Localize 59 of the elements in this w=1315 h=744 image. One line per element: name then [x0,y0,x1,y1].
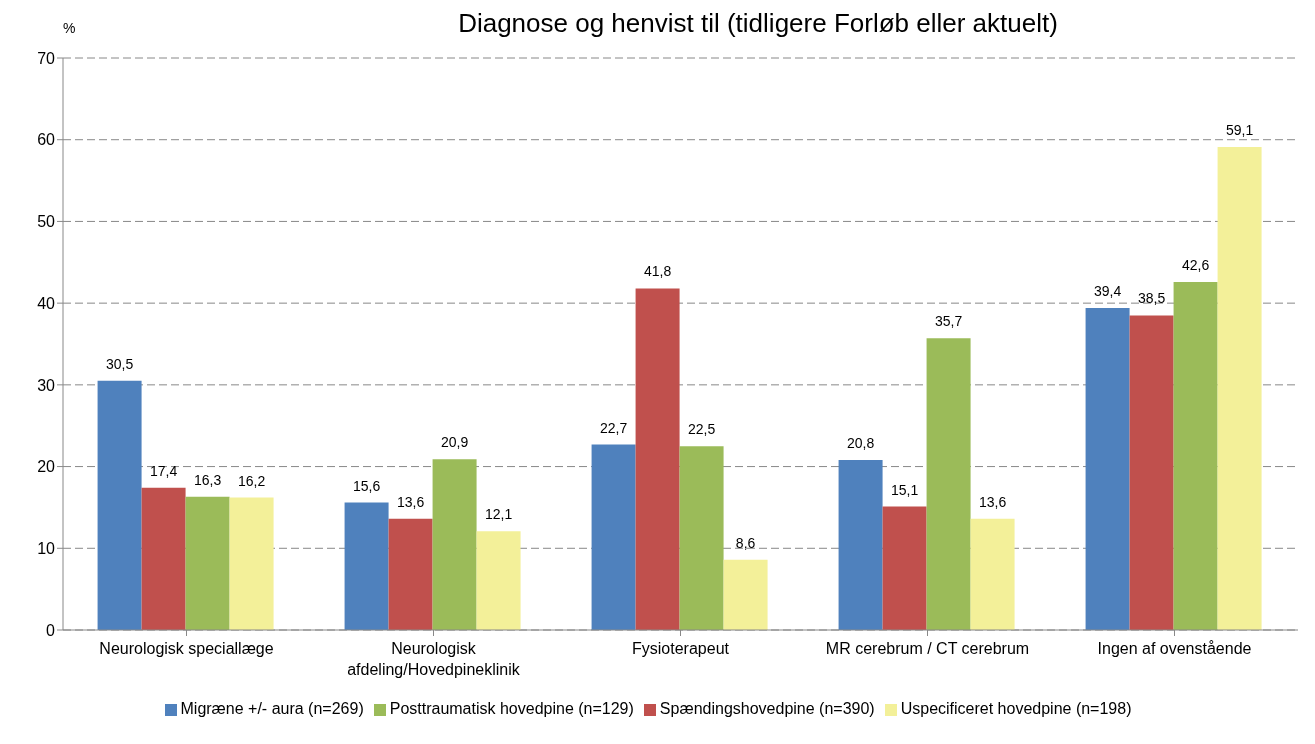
data-label: 20,9 [440,434,469,451]
data-label: 12,1 [484,506,513,523]
legend-label: Posttraumatisk hovedpine (n=129) [389,700,634,717]
legend-label: Migræne +/- aura (n=269) [180,700,364,717]
legend-label: Spændingshovedpine (n=390) [659,700,875,717]
bar [141,487,186,630]
data-label: 20,8 [846,435,875,452]
bar [838,460,883,630]
y-tick-label: 70 [37,49,56,67]
bar [229,497,274,630]
data-label: 42,6 [1181,256,1210,273]
bar [97,380,142,630]
data-label: 16,2 [237,472,266,489]
y-tick-label: 60 [37,131,56,149]
bar [432,459,477,630]
bar [679,446,724,630]
data-label: 38,5 [1137,290,1166,307]
data-label: 17,4 [149,462,178,479]
bar [723,559,768,630]
data-label: 15,1 [890,481,919,498]
x-tick-label: Ingen af ovenstående [1097,640,1252,657]
bar [344,502,389,630]
x-tick-label: Fysioterapeut [632,640,730,657]
x-tick-label: Neurologisk afdeling/Hovedpineklinik [347,640,521,678]
bar [1173,281,1218,630]
bar [1217,147,1262,630]
bar [970,518,1015,630]
data-label: 59,1 [1225,122,1254,139]
x-tick-label: MR cerebrum / CT cerebrum [825,640,1030,657]
data-label: 8,6 [735,534,756,551]
y-tick-label: 20 [37,458,56,476]
y-tick-label: 50 [37,213,56,231]
bar [1085,308,1130,630]
legend-label: Uspecificeret hovedpine (n=198) [900,700,1132,717]
bar [882,506,927,630]
y-tick-label: 0 [46,621,56,639]
chart-title: Diagnose og henvist til (tidligere Forløb eller aktuelt) [457,8,1059,39]
bar [185,496,230,630]
data-label: 22,7 [599,419,628,436]
bar [1129,315,1174,630]
y-tick-label: 30 [37,376,56,394]
data-label: 16,3 [193,471,222,488]
data-label: 22,5 [687,421,716,438]
data-label: 13,6 [978,493,1007,510]
data-label: 13,6 [396,493,425,510]
bar [476,531,521,630]
data-label: 39,4 [1093,283,1122,300]
bar [926,338,971,630]
bar [635,288,680,630]
y-tick-label: 10 [37,539,56,557]
y-axis-title: % [63,20,76,36]
data-label: 35,7 [934,313,963,330]
y-tick-label: 40 [37,294,56,312]
bar [591,444,636,630]
data-label: 30,5 [105,355,134,372]
data-label: 41,8 [643,263,672,280]
data-label: 15,6 [352,477,381,494]
bar [388,518,433,630]
x-tick-label: Neurologisk speciallæge [99,640,274,657]
